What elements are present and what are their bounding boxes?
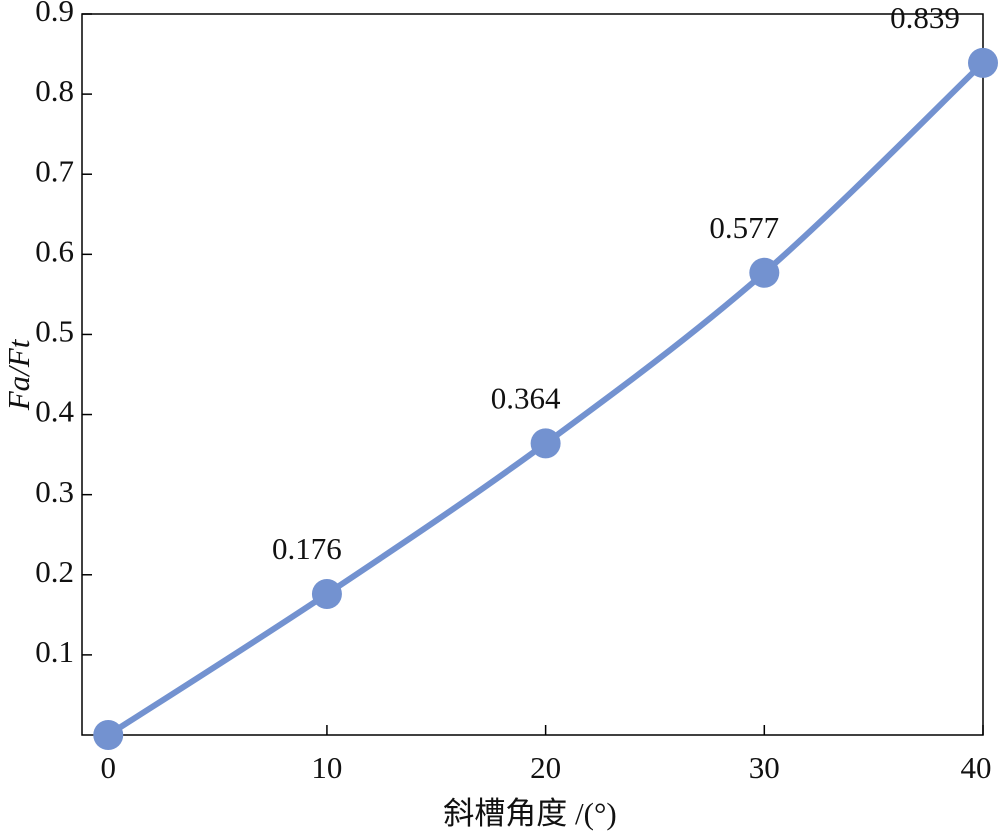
y-tick-label: 0.9 [35,0,74,28]
x-tick-label: 30 [749,750,780,785]
y-axis-label: Fa/Ft [1,338,36,411]
data-label: 0.839 [890,0,960,35]
data-point [530,428,561,459]
x-tick-label: 0 [100,750,116,785]
plot-frame [81,13,984,736]
y-tick-label: 0.2 [35,554,74,589]
x-tick-label: 10 [311,750,342,785]
y-tick-label: 0.1 [35,634,74,669]
data-point [968,47,998,78]
x-tick-label: 20 [530,750,561,785]
y-tick-label: 0.8 [35,73,74,108]
y-tick-label: 0.5 [35,314,74,349]
data-label: 0.577 [709,210,779,245]
data-point [749,257,780,288]
x-tick-label: 40 [961,750,992,785]
data-point [311,579,342,610]
data-point [93,720,124,750]
y-tick-label: 0.4 [35,394,74,429]
x-axis-label: 斜槽角度 /(°) [443,796,616,831]
y-tick-label: 0.6 [35,233,74,268]
data-label: 0.364 [491,381,561,416]
y-tick-label: 0.7 [35,153,74,188]
y-tick-label: 0.3 [35,474,74,509]
data-label: 0.176 [272,531,342,566]
